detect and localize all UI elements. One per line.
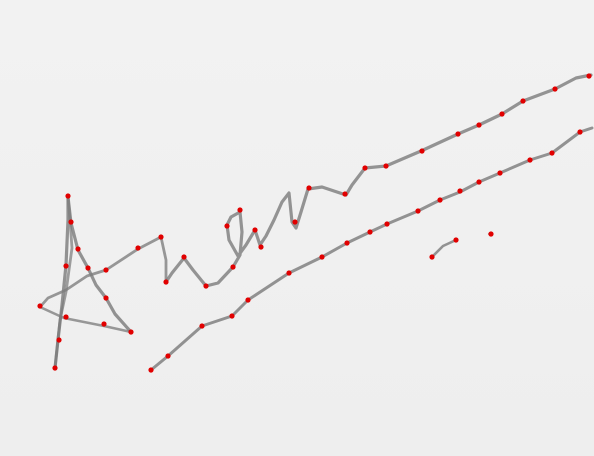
keypoint-marker [362,165,368,171]
keypoint-marker [63,314,69,320]
keypoint-marker [52,365,58,371]
keypoint-marker [63,263,69,269]
keypoint-marker [224,223,230,229]
keypoint-marker [497,170,503,176]
keypoint-marker [258,244,264,250]
keypoint-marker [75,246,81,252]
keypoint-marker [199,323,205,329]
signature-stroke-a-shaft [53,195,74,370]
keypoint-marker [488,231,494,237]
keypoints-layer [37,73,592,373]
keypoint-marker [437,197,443,203]
keypoint-marker [128,329,134,335]
keypoint-marker [158,234,164,240]
keypoint-marker [476,122,482,128]
keypoint-marker [549,150,555,156]
signature-stroke-underline [149,126,594,372]
signature-stroke-a-base [38,305,133,334]
keypoint-marker [135,245,141,251]
keypoint-marker [245,297,251,303]
keypoint-marker [181,254,187,260]
keypoint-marker [367,229,373,235]
keypoint-marker [292,219,298,225]
keypoint-marker [520,98,526,104]
keypoint-marker [103,267,109,273]
keypoint-marker [586,73,592,79]
keypoint-marker [101,321,107,327]
keypoint-marker [344,240,350,246]
keypoint-marker [65,193,71,199]
keypoint-marker [499,111,505,117]
keypoint-marker [37,303,43,309]
keypoint-marker [306,185,312,191]
keypoint-marker [229,313,235,319]
keypoint-marker [419,148,425,154]
keypoint-marker [527,157,533,163]
keypoint-marker [415,208,421,214]
keypoint-marker [383,163,389,169]
signature-stroke-name [164,73,593,288]
keypoint-marker [476,179,482,185]
keypoint-marker [163,279,169,285]
keypoint-marker [429,254,435,260]
keypoint-marker [85,265,91,271]
keypoint-marker [457,188,463,194]
keypoint-marker [384,221,390,227]
keypoint-marker [237,207,243,213]
keypoint-marker [319,254,325,260]
keypoint-marker [68,219,74,225]
keypoint-marker [103,295,109,301]
keypoint-marker [56,337,62,343]
keypoint-marker [577,129,583,135]
keypoint-marker [252,227,258,233]
keypoint-marker [165,353,171,359]
signature-stroke-dash [430,238,458,259]
keypoint-marker [230,264,236,270]
keypoint-marker [552,86,558,92]
signature-ink [38,73,594,372]
keypoint-marker [203,283,209,289]
keypoint-marker [342,191,348,197]
keypoint-marker [148,367,154,373]
keypoint-marker [286,270,292,276]
keypoint-marker [453,237,459,243]
keypoint-marker [455,131,461,137]
